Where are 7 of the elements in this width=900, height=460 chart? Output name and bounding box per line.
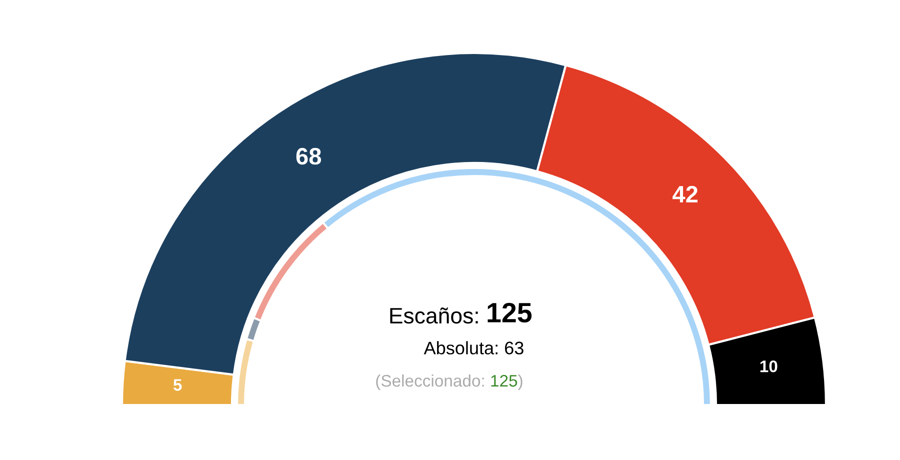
data-label: 10 <box>760 360 778 372</box>
text: Absoluta: 63 <box>424 341 524 354</box>
text: (Seleccionado: 125) <box>376 374 522 390</box>
data-label: 42 <box>672 186 698 202</box>
text: Escaños: 125 <box>390 302 532 324</box>
data-label: 5 <box>173 379 182 391</box>
data-label: 68 <box>296 148 322 165</box>
